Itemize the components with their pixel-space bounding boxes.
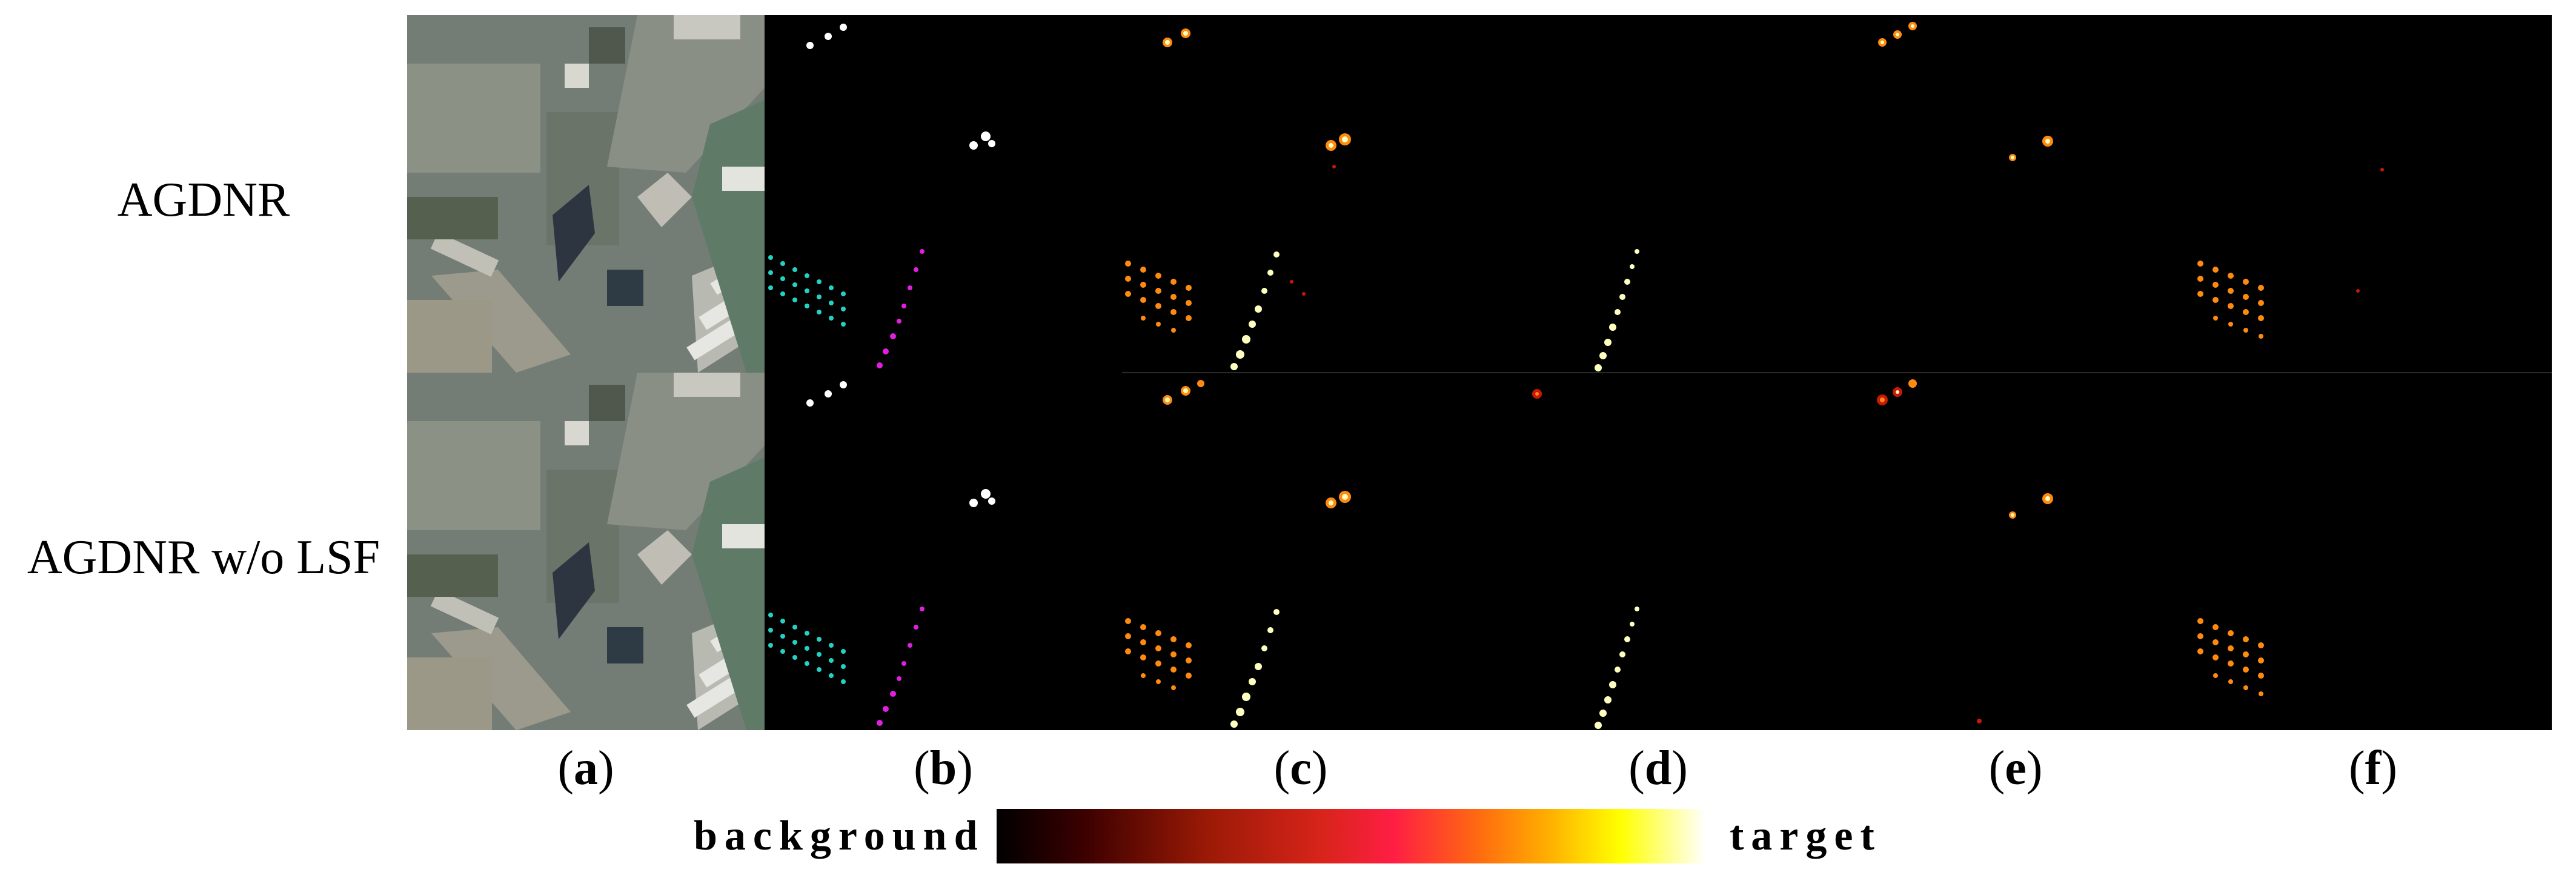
panel-b-row1-ground-truth [765,15,1122,373]
ground-truth-graphic [768,24,995,368]
heat-vehicles [1125,261,1192,333]
heat-boats [1230,609,1280,728]
panel-c-row1-heatmap [1122,15,1479,373]
col-label-b: (b) [914,742,973,795]
panel-e-row1-heatmap [1837,15,2194,373]
heat-boats [1595,607,1639,729]
panel-e-row2-heatmap [1837,373,2194,730]
heat-planes [1163,380,1351,508]
colorbar-gradient [997,809,1705,863]
colorbar-label-target: target [1730,813,1882,859]
heat-boats [1595,249,1639,371]
gt-planes [806,24,995,150]
ground-truth-graphic [768,381,995,726]
col-label-c: (c) [1273,742,1328,795]
gt-vehicles [768,255,846,327]
row-label-agdnr-wo-lsf: AGDNR w/o LSF [27,531,380,584]
panel-f-row1-heatmap [2194,15,2552,373]
aerial-image-graphic [407,15,765,373]
gt-vehicles [768,613,846,684]
heatmap-f2-graphic [2197,618,2264,696]
panel-c-row2-heatmap [1122,373,1479,730]
panel-d-row1-heatmap [1479,15,1837,373]
heatmap-d1-graphic [1595,249,1639,371]
heatmap-c2-graphic [1125,380,1351,728]
colorbar-label-background: background [694,813,985,859]
col-label-a: (a) [557,742,614,795]
heat-vehicles [2197,261,2264,339]
row-separator-line [1122,372,2552,373]
heat-vehicles [1125,618,1192,690]
heat-vehicles [2197,618,2264,696]
col-label-e: (e) [1988,742,2043,795]
panel-b-row2-ground-truth [765,373,1122,730]
gt-boats [877,607,925,726]
heatmap-e1-graphic [1878,22,2053,161]
heat-planes [1878,22,2053,161]
heatmap-c1-graphic [1125,28,1351,370]
heatmap-e2-graphic [1877,379,2053,723]
panel-a-row2-aerial-image [407,373,765,730]
heat-planes [1877,379,2053,519]
aerial-image-graphic [407,373,765,730]
col-label-f: (f) [2349,742,2397,795]
heatmap-d2-graphic [1532,389,1639,729]
panel-f-row2-heatmap [2194,373,2552,730]
heat-planes [1163,28,1351,168]
heatmap-f1-graphic [2197,168,2384,339]
row-label-agdnr: AGDNR [117,173,290,227]
gt-boats [877,249,925,368]
panel-d-row2-heatmap [1479,373,1837,730]
heat-boats [1230,251,1306,370]
gt-planes [806,381,995,507]
panel-a-row1-aerial-image [407,15,765,373]
col-label-d: (d) [1628,742,1688,795]
